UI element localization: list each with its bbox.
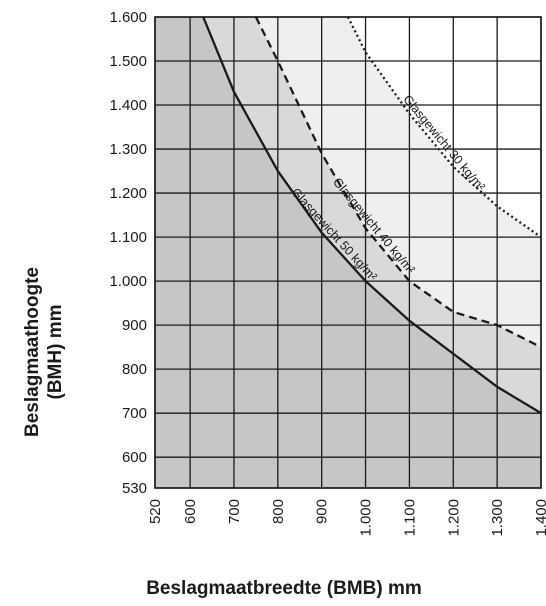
y-tick-label: 1.500	[109, 53, 147, 70]
y-tick-label: 1.000	[109, 273, 147, 290]
chart-region-fills	[155, 17, 541, 488]
y-tick-label: 1.100	[109, 229, 147, 246]
plot-frame-border	[154, 16, 542, 489]
x-tick-label: 600	[182, 499, 199, 524]
curve-line-3	[202, 16, 542, 415]
y-tick-label: 1.600	[109, 9, 147, 26]
y-axis-title-line1: Beslagmaathoogte	[22, 267, 43, 437]
x-tick-label: 520	[147, 499, 164, 524]
chart-curves	[202, 16, 542, 415]
curve-line-1	[346, 16, 542, 239]
x-tick-label: 900	[314, 499, 331, 524]
y-tick-label: 1.300	[109, 141, 147, 158]
x-tick-labels: 520 600 700 800 900 1.000 1.100 1.200 1.300 1.400	[147, 499, 546, 537]
x-tick-label: 1.300	[489, 499, 506, 537]
x-tick-label: 1.000	[358, 499, 375, 537]
x-axis-title: Beslagmaatbreedte (BMB) mm	[146, 578, 422, 599]
region-fill-3	[155, 17, 541, 488]
y-tick-labels: 530 600 700 800 900 1.000 1.100 1.200 1.300 1.400…	[109, 9, 147, 497]
curve-line-2	[254, 16, 542, 349]
y-tick-label: 1.400	[109, 97, 147, 114]
y-tick-label: 700	[122, 405, 147, 422]
y-axis-title: Beslagmaathoogte (BMH) mm	[22, 267, 66, 437]
y-tick-label: 900	[122, 317, 147, 334]
y-tick-label: 1.200	[109, 185, 147, 202]
x-tick-label: 1.100	[401, 499, 418, 537]
x-tick-label: 800	[270, 499, 287, 524]
y-tick-label: 530	[122, 480, 147, 497]
y-tick-label: 600	[122, 449, 147, 466]
y-axis-title-line2: (BMH) mm	[45, 305, 66, 400]
x-tick-label: 1.400	[533, 499, 546, 537]
y-tick-label: 800	[122, 361, 147, 378]
x-tick-label: 700	[226, 499, 243, 524]
plot-frame	[154, 16, 542, 489]
x-tick-label: 1.200	[445, 499, 462, 537]
